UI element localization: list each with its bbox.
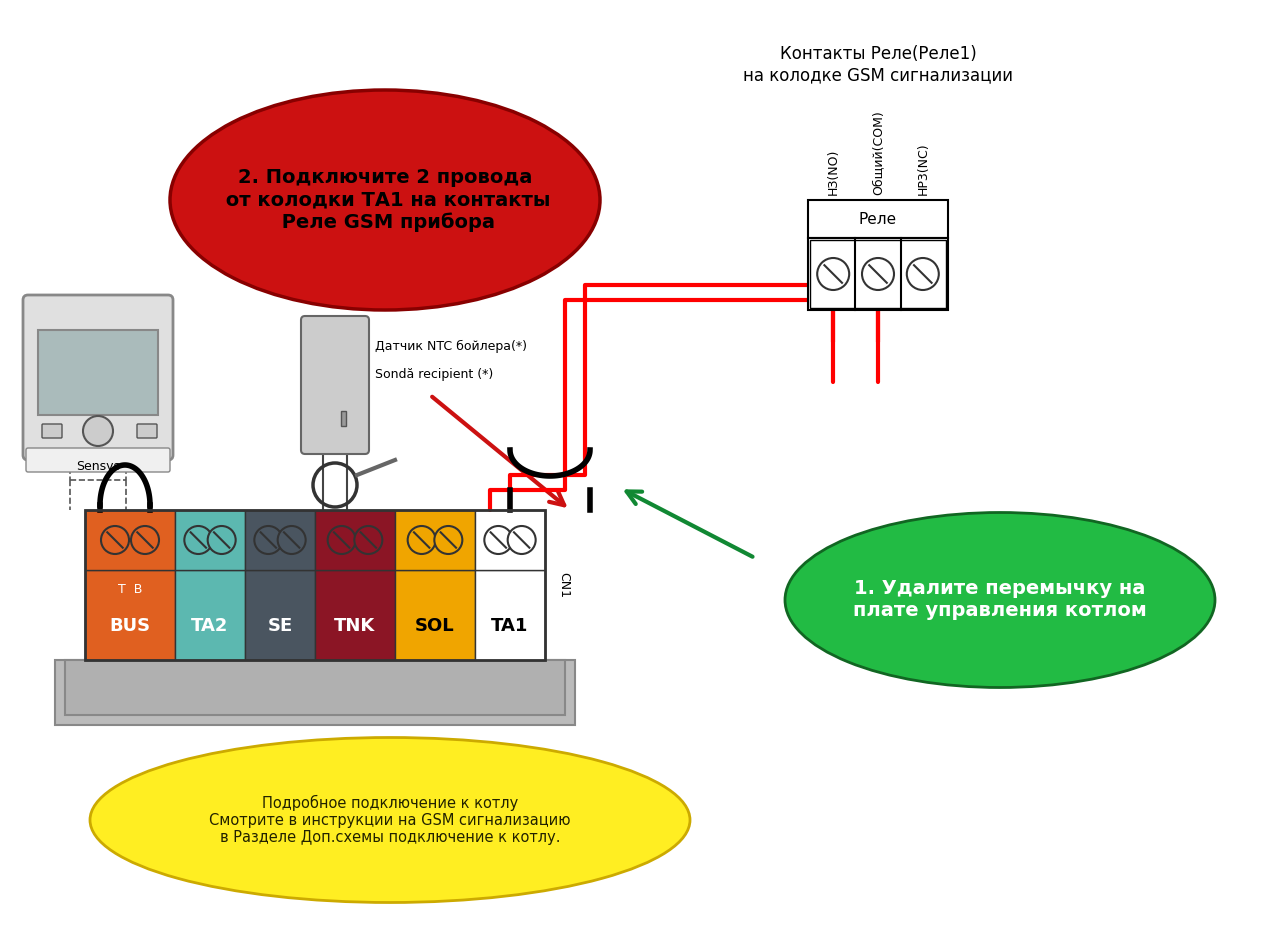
- FancyBboxPatch shape: [340, 411, 346, 426]
- Text: TA1: TA1: [492, 617, 529, 635]
- Text: Sensys: Sensys: [76, 460, 120, 473]
- Circle shape: [101, 526, 129, 554]
- FancyBboxPatch shape: [26, 448, 170, 472]
- Text: Контакты Реле(Реле1)
на колодке GSM сигнализации: Контакты Реле(Реле1) на колодке GSM сигн…: [742, 45, 1012, 84]
- Text: SE: SE: [268, 617, 293, 635]
- Text: НР3(NC): НР3(NC): [916, 143, 929, 195]
- Text: 2. Подключите 2 провода
 от колодки ТА1 на контакты
 Реле GSM прибора: 2. Подключите 2 провода от колодки ТА1 н…: [219, 168, 550, 232]
- FancyBboxPatch shape: [396, 570, 475, 660]
- Circle shape: [355, 526, 383, 554]
- FancyBboxPatch shape: [808, 200, 948, 238]
- Circle shape: [484, 526, 512, 554]
- FancyBboxPatch shape: [175, 510, 244, 570]
- FancyBboxPatch shape: [137, 424, 157, 438]
- Text: Датчик NTC бойлера(*): Датчик NTC бойлера(*): [375, 340, 527, 353]
- FancyBboxPatch shape: [808, 238, 948, 310]
- Ellipse shape: [170, 90, 600, 310]
- Text: НЗ(NO): НЗ(NO): [827, 148, 840, 195]
- FancyBboxPatch shape: [38, 330, 157, 415]
- FancyBboxPatch shape: [55, 660, 575, 725]
- Text: TNK: TNK: [334, 617, 375, 635]
- Text: SOL: SOL: [415, 617, 454, 635]
- FancyBboxPatch shape: [475, 570, 545, 660]
- Circle shape: [131, 526, 159, 554]
- Circle shape: [83, 416, 113, 446]
- FancyBboxPatch shape: [42, 424, 61, 438]
- FancyBboxPatch shape: [175, 570, 244, 660]
- Circle shape: [278, 526, 306, 554]
- Circle shape: [207, 526, 236, 554]
- FancyBboxPatch shape: [65, 660, 564, 715]
- FancyBboxPatch shape: [396, 510, 475, 570]
- FancyBboxPatch shape: [301, 316, 369, 454]
- Text: TA2: TA2: [191, 617, 229, 635]
- FancyBboxPatch shape: [84, 510, 175, 570]
- Ellipse shape: [785, 513, 1215, 687]
- Circle shape: [434, 526, 462, 554]
- Text: CN1: CN1: [557, 572, 570, 598]
- Circle shape: [861, 258, 893, 290]
- FancyBboxPatch shape: [475, 510, 545, 570]
- Text: 1. Удалите перемычку на
плате управления котлом: 1. Удалите перемычку на плате управления…: [854, 579, 1147, 621]
- Text: Sondă recipient (*): Sondă recipient (*): [375, 368, 493, 381]
- Circle shape: [184, 526, 212, 554]
- Text: BUS: BUS: [109, 617, 151, 635]
- Circle shape: [508, 526, 535, 554]
- FancyBboxPatch shape: [244, 570, 315, 660]
- Circle shape: [906, 258, 938, 290]
- FancyBboxPatch shape: [84, 570, 175, 660]
- Circle shape: [255, 526, 283, 554]
- FancyBboxPatch shape: [315, 570, 396, 660]
- FancyBboxPatch shape: [23, 295, 173, 460]
- FancyBboxPatch shape: [315, 510, 396, 570]
- Text: Подробное подключение к котлу
Смотрите в инструкции на GSM сигнализацию
в Раздел: Подробное подключение к котлу Смотрите в…: [209, 794, 571, 845]
- Text: T  B: T B: [118, 583, 142, 596]
- FancyBboxPatch shape: [244, 510, 315, 570]
- Circle shape: [817, 258, 849, 290]
- Ellipse shape: [90, 737, 690, 902]
- Text: Реле: Реле: [859, 211, 897, 226]
- Circle shape: [328, 526, 356, 554]
- Text: Общий(COM): Общий(COM): [872, 110, 884, 195]
- Circle shape: [407, 526, 435, 554]
